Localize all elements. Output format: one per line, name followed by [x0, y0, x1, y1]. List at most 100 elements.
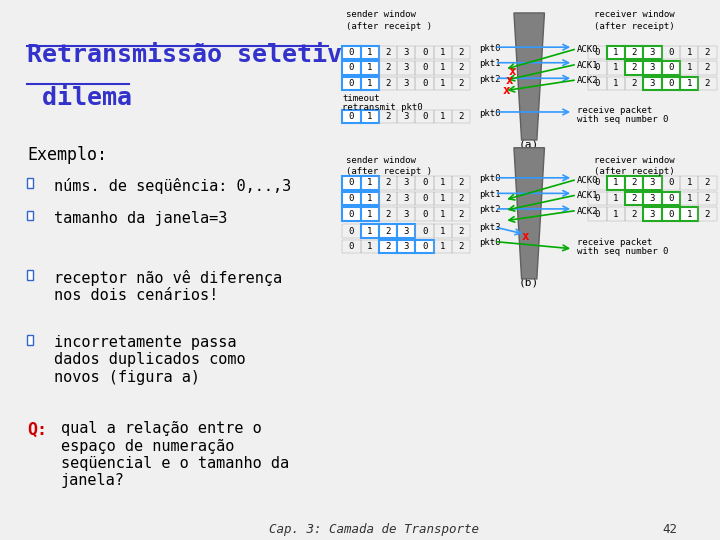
Text: 1: 1: [440, 179, 446, 187]
Bar: [342, 240, 361, 253]
Bar: [27, 335, 33, 345]
Text: 1: 1: [613, 210, 618, 219]
Text: núms. de seqüência: 0,..,3: núms. de seqüência: 0,..,3: [54, 178, 292, 194]
Text: 3: 3: [649, 79, 655, 88]
Bar: [588, 176, 607, 190]
Bar: [680, 45, 698, 59]
Bar: [433, 225, 452, 238]
Text: 3: 3: [404, 242, 409, 251]
Bar: [379, 225, 397, 238]
Text: 0: 0: [348, 242, 354, 251]
Bar: [643, 176, 662, 190]
Bar: [342, 225, 361, 238]
Bar: [361, 207, 379, 221]
Text: x: x: [503, 84, 510, 97]
Text: receiver window: receiver window: [594, 10, 675, 19]
Bar: [625, 45, 643, 59]
Bar: [379, 110, 397, 123]
Text: 1: 1: [367, 194, 372, 203]
Text: Cap. 3: Camada de Transporte: Cap. 3: Camada de Transporte: [269, 523, 480, 536]
Text: 0: 0: [595, 48, 600, 57]
Text: 3: 3: [649, 63, 655, 72]
Text: 2: 2: [385, 227, 391, 235]
Bar: [415, 176, 433, 190]
Bar: [415, 77, 433, 90]
Text: 0: 0: [348, 112, 354, 121]
Text: 1: 1: [686, 79, 692, 88]
Text: 3: 3: [404, 48, 409, 57]
Bar: [379, 45, 397, 59]
Text: 2: 2: [705, 194, 710, 203]
Text: 0: 0: [348, 48, 354, 57]
Text: pkt0: pkt0: [480, 109, 501, 118]
Bar: [433, 45, 452, 59]
Text: pkt0: pkt0: [480, 44, 501, 52]
Text: qual a relação entre o
espaço de numeração
seqüencial e o tamanho da
janela?: qual a relação entre o espaço de numeraç…: [61, 421, 289, 488]
Bar: [607, 77, 625, 90]
Text: pkt1: pkt1: [480, 59, 501, 68]
Bar: [397, 240, 415, 253]
Text: pkt2: pkt2: [480, 75, 501, 84]
Bar: [433, 240, 452, 253]
Text: 2: 2: [385, 79, 391, 88]
Text: 1: 1: [440, 210, 446, 219]
Text: Q:: Q:: [27, 421, 47, 439]
Text: pkt0: pkt0: [480, 174, 501, 183]
Bar: [607, 61, 625, 75]
Bar: [397, 192, 415, 205]
Bar: [379, 192, 397, 205]
Bar: [415, 61, 433, 75]
Text: (after receipt): (after receipt): [594, 22, 675, 31]
Text: receive packet: receive packet: [577, 106, 652, 115]
Text: 1: 1: [367, 63, 372, 72]
Bar: [415, 240, 433, 253]
Bar: [662, 45, 680, 59]
Text: 1: 1: [686, 63, 692, 72]
Text: Retransmissão seletiva:: Retransmissão seletiva:: [27, 43, 372, 67]
Text: 2: 2: [459, 194, 464, 203]
Bar: [379, 240, 397, 253]
Text: 1: 1: [686, 179, 692, 187]
Text: 3: 3: [404, 63, 409, 72]
Text: 2: 2: [705, 63, 710, 72]
Bar: [379, 176, 397, 190]
Text: receiver window: receiver window: [594, 156, 675, 165]
Bar: [698, 192, 716, 205]
Text: 0: 0: [348, 63, 354, 72]
Bar: [698, 176, 716, 190]
Text: 0: 0: [668, 210, 673, 219]
Bar: [625, 176, 643, 190]
Text: receive packet: receive packet: [577, 239, 652, 247]
Text: 0: 0: [348, 179, 354, 187]
Text: retransmit pkt0: retransmit pkt0: [342, 103, 423, 112]
Bar: [662, 207, 680, 221]
Bar: [662, 61, 680, 75]
Text: 2: 2: [705, 179, 710, 187]
Bar: [607, 45, 625, 59]
Text: 3: 3: [649, 194, 655, 203]
Text: 0: 0: [422, 242, 428, 251]
Bar: [361, 45, 379, 59]
Bar: [397, 77, 415, 90]
Bar: [342, 61, 361, 75]
Bar: [361, 176, 379, 190]
Bar: [433, 207, 452, 221]
Bar: [680, 176, 698, 190]
Bar: [361, 61, 379, 75]
Text: incorretamente passa
dados duplicados como
novos (figura a): incorretamente passa dados duplicados co…: [54, 335, 246, 384]
Text: 3: 3: [404, 112, 409, 121]
Bar: [607, 192, 625, 205]
Text: 0: 0: [595, 63, 600, 72]
Bar: [415, 45, 433, 59]
Bar: [361, 192, 379, 205]
Bar: [452, 110, 470, 123]
Text: ACK2: ACK2: [577, 207, 598, 216]
Text: 0: 0: [422, 194, 428, 203]
Polygon shape: [514, 13, 544, 140]
Text: 2: 2: [631, 63, 636, 72]
Text: (after receipt ): (after receipt ): [346, 167, 432, 176]
Text: 2: 2: [385, 179, 391, 187]
Text: 2: 2: [459, 79, 464, 88]
Text: 2: 2: [705, 210, 710, 219]
Bar: [698, 45, 716, 59]
